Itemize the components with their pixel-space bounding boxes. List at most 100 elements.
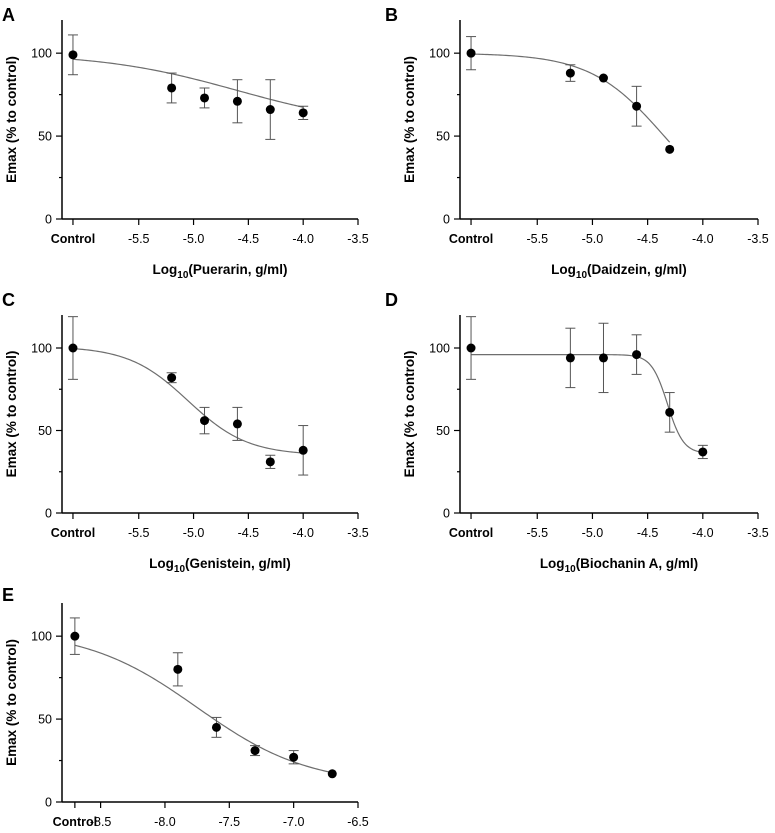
y-tick-label: 0: [45, 213, 52, 227]
y-tick-label: 50: [38, 130, 52, 144]
y-tick-label: 50: [436, 130, 450, 144]
x-tick-label: -3.5: [747, 526, 769, 540]
x-tick-label: -4.5: [238, 526, 260, 540]
x-tick-label: -8.0: [154, 815, 176, 829]
x-axis-title-subscript: 10: [565, 564, 577, 575]
data-point: [70, 631, 80, 641]
x-tick-label: -5.5: [128, 232, 150, 246]
x-tick-label: -4.0: [292, 526, 314, 540]
panel-d: D 0 50 100 -5.5 -5.0 -4.5 -4.0 -3.5 Control Emax (…: [385, 290, 769, 575]
data-point: [466, 343, 476, 353]
control-label: Control: [51, 526, 95, 540]
data-point: [265, 105, 275, 115]
x-axis-title-suffix: (Genistein, g/ml): [185, 556, 291, 571]
panel-letter: E: [2, 585, 14, 605]
x-axis-title-prefix: Log: [149, 556, 174, 571]
x-axis-title-suffix: (Puerarin, g/ml): [188, 262, 287, 277]
x-tick-label: -7.5: [219, 815, 241, 829]
data-point: [565, 353, 575, 363]
x-tick-label: -3.5: [747, 232, 769, 246]
y-axis-title: Emax (% to control): [4, 56, 19, 183]
y-axis-title: Emax (% to control): [402, 351, 417, 478]
y-tick-label: 100: [31, 630, 52, 644]
data-point: [632, 350, 642, 360]
x-tick-label: -4.5: [637, 232, 659, 246]
data-point: [298, 108, 308, 118]
panel-a: A 0 50 100 -5.5 -5.0 -4.5 -4.0 -3.5 Control Emax (…: [2, 5, 369, 281]
panel-c: C 0 50 100 -5.5 -5.0 -4.5 -4.0 -3.5 Control Emax (…: [2, 290, 369, 575]
x-axis-title: Log10(Biochanin A, g/ml): [540, 556, 698, 575]
y-axis-title: Emax (% to control): [4, 639, 19, 766]
x-tick-label: -5.0: [183, 526, 205, 540]
x-tick-label: -7.0: [283, 815, 305, 829]
x-axis-title: Log10(Daidzein, g/ml): [551, 262, 687, 281]
data-point: [466, 48, 476, 58]
y-tick-label: 0: [443, 213, 450, 227]
data-point: [565, 68, 575, 78]
x-tick-label: -4.5: [637, 526, 659, 540]
control-label: Control: [53, 815, 97, 829]
x-tick-label: -4.0: [692, 232, 714, 246]
x-tick-label: -5.0: [582, 526, 604, 540]
x-axis-title-prefix: Log: [551, 262, 576, 277]
x-axis-title: Log10(Genistein, g/ml): [149, 556, 291, 575]
x-tick-label: -5.0: [183, 232, 205, 246]
x-axis-title: Log10(Puerarin, g/ml): [153, 262, 288, 281]
y-axis-title: Emax (% to control): [4, 351, 19, 478]
panel-letter: B: [385, 5, 398, 25]
data-point: [173, 664, 183, 674]
fit-curve: [471, 354, 703, 454]
x-axis-title-suffix: (Biochanin A, g/ml): [576, 556, 699, 571]
x-tick-label: -3.5: [347, 526, 369, 540]
x-tick-label: -5.0: [582, 232, 604, 246]
data-point: [598, 73, 608, 83]
data-point: [68, 50, 78, 60]
x-tick-label: -4.5: [238, 232, 260, 246]
data-point: [598, 353, 608, 363]
data-point: [211, 722, 221, 732]
y-tick-label: 100: [429, 342, 450, 356]
panel-letter: A: [2, 5, 15, 25]
data-point: [232, 419, 242, 429]
x-tick-label: -3.5: [347, 232, 369, 246]
y-tick-label: 50: [38, 424, 52, 438]
control-label: Control: [449, 526, 493, 540]
x-axis-title-suffix: (Daidzein, g/ml): [587, 262, 687, 277]
data-point: [200, 93, 210, 103]
y-tick-label: 50: [436, 424, 450, 438]
data-point: [698, 447, 708, 457]
x-tick-label: -5.5: [526, 526, 548, 540]
x-axis-title-subscript: 10: [576, 270, 588, 281]
data-point: [250, 746, 260, 756]
data-point: [289, 752, 299, 762]
x-axis-title-prefix: Log: [153, 262, 178, 277]
fit-curve: [72, 58, 304, 108]
data-point: [68, 343, 78, 353]
x-axis-title-subscript: 10: [174, 564, 186, 575]
x-tick-label: -5.5: [526, 232, 548, 246]
y-tick-label: 50: [38, 713, 52, 727]
y-tick-label: 100: [429, 47, 450, 61]
data-point: [200, 416, 210, 426]
y-tick-label: 0: [45, 796, 52, 810]
data-point: [665, 407, 675, 417]
panel-e: E 0 50 100 -8.5 -8.0 -7.5 -7.0 -6.5 Control Emax (…: [2, 585, 369, 829]
y-tick-label: 0: [443, 507, 450, 521]
x-axis-title-prefix: Log: [540, 556, 565, 571]
fit-curve: [72, 347, 304, 454]
x-tick-label: -4.0: [692, 526, 714, 540]
data-point: [632, 101, 642, 111]
x-tick-label: -5.5: [128, 526, 150, 540]
control-label: Control: [449, 232, 493, 246]
x-tick-label: -8.5: [90, 815, 112, 829]
control-label: Control: [51, 232, 95, 246]
panel-letter: C: [2, 290, 15, 310]
data-point: [298, 445, 308, 455]
panel-letter: D: [385, 290, 398, 310]
y-tick-label: 100: [31, 342, 52, 356]
x-tick-label: -4.0: [292, 232, 314, 246]
data-point: [167, 373, 177, 383]
panel-b: B 0 50 100 -5.5 -5.0 -4.5 -4.0 -3.5 Control Emax (…: [385, 5, 769, 281]
data-point: [265, 457, 275, 467]
